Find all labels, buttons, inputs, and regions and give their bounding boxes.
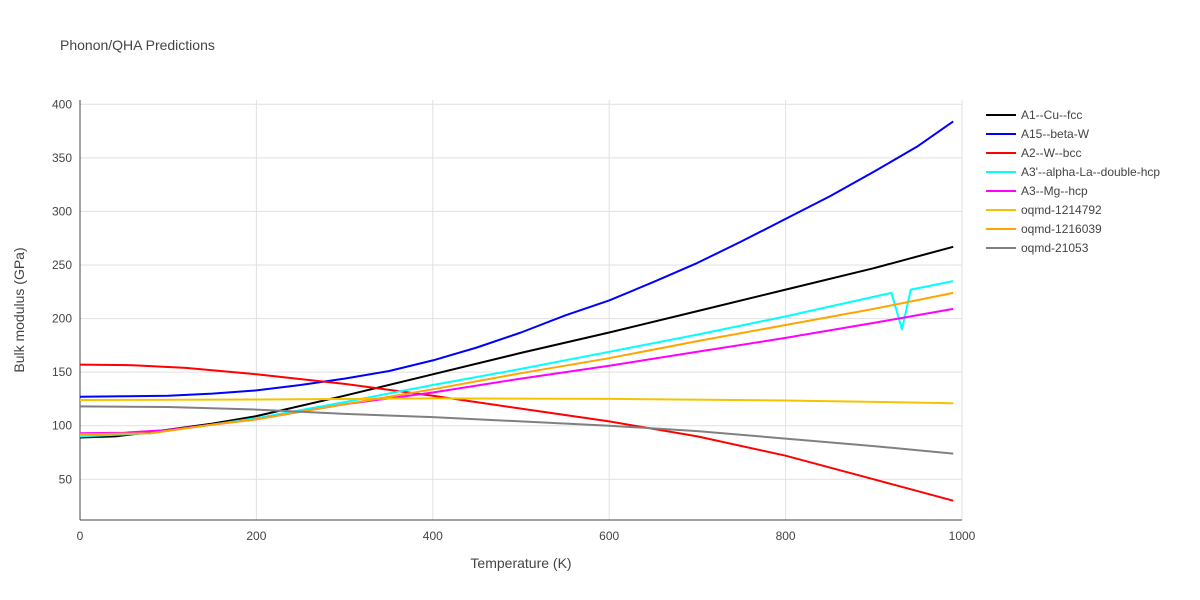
x-tick-label: 1000 — [949, 529, 976, 543]
legend-item[interactable]: A15--beta-W — [986, 127, 1090, 141]
y-tick-label: 200 — [52, 312, 72, 326]
legend-item[interactable]: A1--Cu--fcc — [986, 108, 1082, 122]
legend-label: oqmd-1216039 — [1021, 222, 1102, 236]
y-tick-label: 300 — [52, 204, 72, 218]
legend-item[interactable]: oqmd-1214792 — [986, 203, 1102, 217]
axes: 0 200 400 600 800 1000 50 100 150 200 250 300 350 400 — [52, 97, 976, 543]
legend-item[interactable]: oqmd-1216039 — [986, 222, 1102, 236]
legend[interactable]: A1--Cu--fcc A15--beta-W A2--W--bcc A3'--alp… — [986, 108, 1160, 255]
y-tick-label: 150 — [52, 365, 72, 379]
y-tick-label: 50 — [59, 472, 73, 486]
legend-label: A15--beta-W — [1021, 127, 1090, 141]
legend-item[interactable]: oqmd-21053 — [986, 241, 1089, 255]
x-tick-label: 400 — [423, 529, 443, 543]
chart-title: Phonon/QHA Predictions — [60, 37, 215, 53]
legend-item[interactable]: A2--W--bcc — [986, 146, 1081, 160]
legend-label: oqmd-1214792 — [1021, 203, 1102, 217]
legend-label: oqmd-21053 — [1021, 241, 1089, 255]
x-axis-title: Temperature (K) — [470, 555, 571, 571]
series-line-5 — [79, 397, 954, 405]
y-tick-label: 250 — [52, 258, 72, 272]
series-line-0 — [79, 245, 954, 439]
legend-label: A2--W--bcc — [1021, 146, 1081, 160]
y-axis-title: Bulk modulus (GPa) — [11, 247, 27, 372]
x-tick-label: 0 — [77, 529, 84, 543]
series-line-3 — [79, 280, 954, 438]
legend-item[interactable]: A3'--alpha-La--double-hcp — [986, 165, 1160, 179]
legend-label: A3--Mg--hcp — [1021, 184, 1088, 198]
series-line-6 — [79, 291, 954, 436]
x-tick-label: 800 — [776, 529, 796, 543]
legend-label: A1--Cu--fcc — [1021, 108, 1082, 122]
x-tick-label: 600 — [599, 529, 619, 543]
x-tick-label: 200 — [246, 529, 266, 543]
series-line-7 — [79, 405, 954, 455]
grid — [80, 100, 963, 520]
plot-area — [79, 120, 954, 502]
y-tick-label: 100 — [52, 419, 72, 433]
legend-item[interactable]: A3--Mg--hcp — [986, 184, 1088, 198]
y-tick-label: 400 — [52, 97, 72, 111]
y-tick-label: 350 — [52, 151, 72, 165]
series-line-1 — [79, 120, 954, 398]
legend-label: A3'--alpha-La--double-hcp — [1021, 165, 1160, 179]
series-line-2 — [79, 363, 954, 502]
